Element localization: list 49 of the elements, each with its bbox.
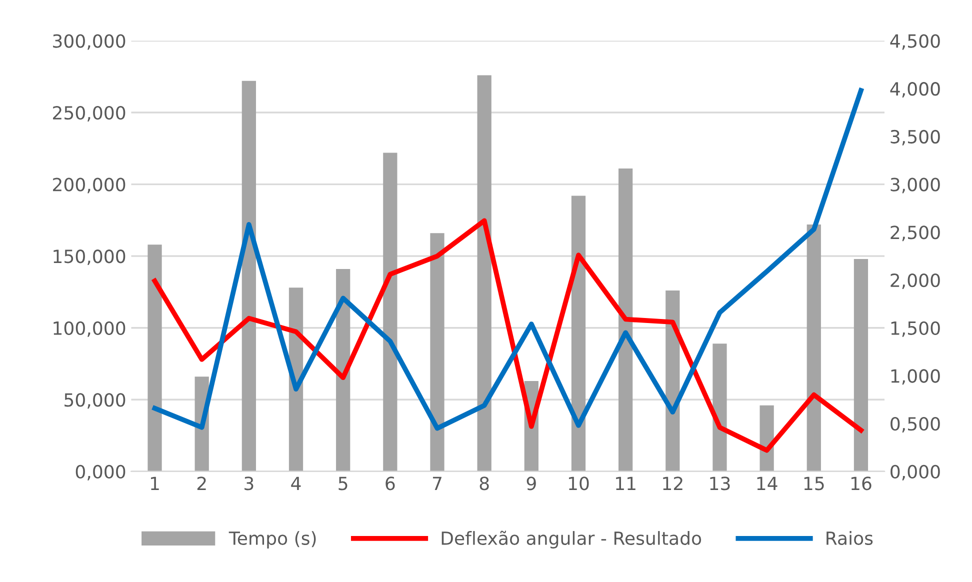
bar — [712, 344, 727, 472]
bar — [336, 269, 350, 472]
x-tick-label: 6 — [386, 476, 395, 490]
y-tick-label: 300,000 — [53, 34, 126, 50]
x-tick-label: 5 — [338, 476, 348, 490]
bar — [806, 224, 821, 472]
bar — [242, 80, 256, 472]
x-tick-label: 10 — [568, 476, 589, 490]
line-series — [152, 88, 864, 431]
bar — [854, 258, 868, 472]
bar — [430, 233, 444, 472]
x-tick-label: 8 — [480, 476, 489, 490]
bar — [383, 152, 398, 472]
y-tick-label: 100,000 — [54, 321, 126, 337]
legend-label: Tempo (s) — [228, 531, 316, 549]
x-tick-label: 15 — [804, 476, 824, 490]
legend-label: Deflexão angular - Resultado — [442, 530, 702, 549]
y2-tick-label: 4,500 — [890, 34, 940, 50]
x-tick-label: 3 — [244, 476, 254, 490]
x-tick-label: 4 — [291, 476, 301, 490]
x-tick-label: 13 — [710, 476, 730, 490]
y-tick-label: 0,000 — [76, 464, 126, 480]
y-tick-label: 50,000 — [64, 393, 126, 409]
y2-tick-label: 1,500 — [891, 321, 940, 337]
y2-tick-label: 0,000 — [890, 464, 940, 480]
bar — [571, 196, 586, 472]
y2-tick-label: 1,000 — [891, 369, 940, 385]
y2-tick-label: 3,500 — [890, 130, 940, 146]
bar — [618, 168, 633, 472]
x-tick-label: 16 — [851, 476, 872, 490]
y2-tick-label: 0,500 — [890, 417, 940, 433]
y-tick-label: 150,000 — [54, 250, 126, 266]
bar — [148, 244, 162, 472]
x-tick-label: 9 — [526, 476, 536, 490]
y-tick-label: 250,000 — [53, 106, 126, 122]
y2-tick-label: 4,000 — [890, 82, 940, 98]
x-tick-label: 7 — [432, 476, 442, 490]
x-tick-label: 12 — [663, 476, 682, 490]
x-tick-label: 2 — [197, 476, 206, 490]
x-tick-label: 11 — [616, 476, 636, 490]
bar — [477, 75, 492, 472]
x-tick-label: 14 — [757, 476, 778, 490]
y2-tick-label: 2,000 — [890, 273, 940, 289]
line-series — [152, 218, 864, 453]
y2-tick-label: 2,500 — [890, 226, 940, 242]
legend-label: Raios — [826, 531, 873, 546]
y2-tick-label: 3,000 — [890, 178, 940, 194]
x-tick-label: 1 — [151, 476, 159, 490]
y-tick-label: 200,000 — [53, 178, 126, 194]
